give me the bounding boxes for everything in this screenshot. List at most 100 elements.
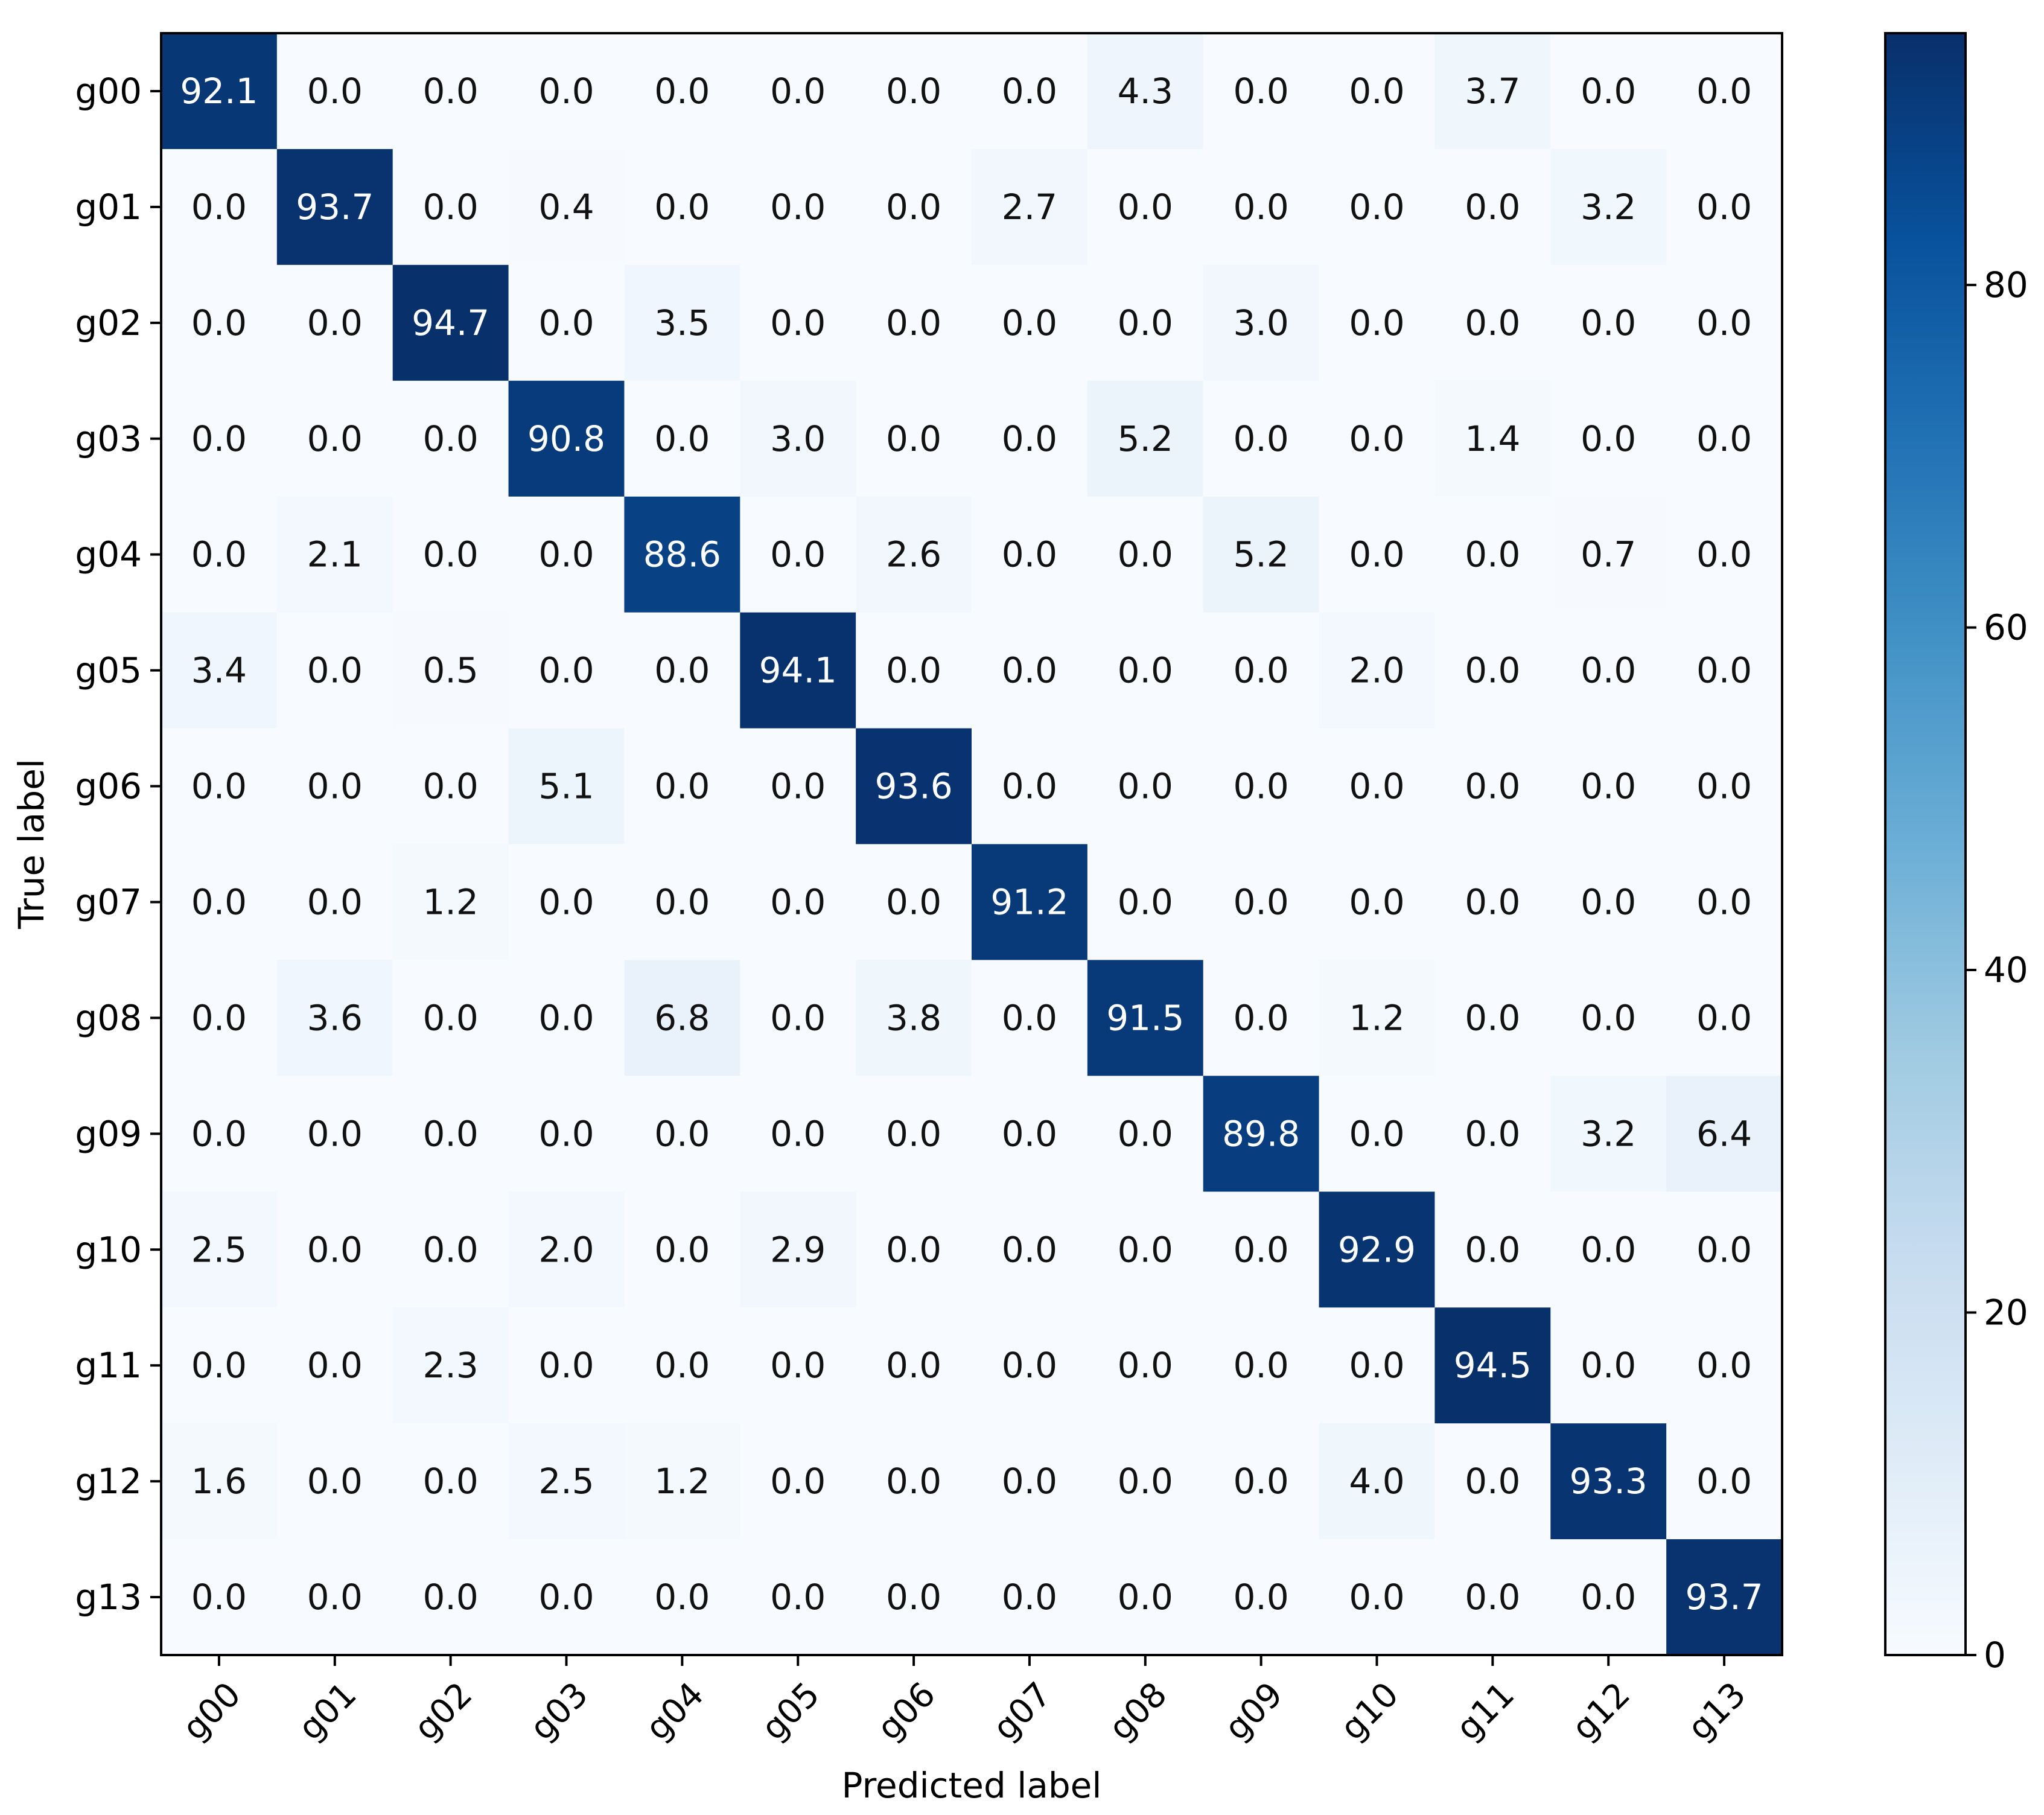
cell-value-label: 89.8 <box>1222 1113 1300 1154</box>
heatmap-cell <box>972 380 1088 497</box>
heatmap-cell <box>1087 1539 1204 1656</box>
cell-value-label: 0.0 <box>1234 1461 1289 1502</box>
cell-value-label: 0.0 <box>191 418 247 459</box>
colorbar-tick-label: 60 <box>1984 607 2028 648</box>
cell-value-label: 0.0 <box>423 766 479 807</box>
heatmap-cell <box>972 612 1088 729</box>
heatmap-cell <box>392 33 509 150</box>
heatmap-cell <box>972 33 1088 150</box>
cell-value-label: 0.0 <box>1696 1345 1752 1386</box>
heatmap-cell <box>1666 1307 1783 1424</box>
heatmap-cell <box>508 1076 625 1192</box>
heatmap-cell <box>1550 728 1667 845</box>
heatmap-cell <box>508 496 625 613</box>
cell-value-label: 0.0 <box>770 1345 826 1386</box>
cell-value-label: 0.0 <box>1234 187 1289 228</box>
heatmap-cell <box>1550 496 1667 613</box>
heatmap-cell <box>856 264 972 381</box>
heatmap-cell <box>972 1423 1088 1540</box>
heatmap-cell <box>276 1076 393 1192</box>
heatmap-cell <box>276 1539 393 1656</box>
heatmap-cell <box>972 264 1088 381</box>
heatmap-cell <box>276 612 393 729</box>
y-tick-label: g10 <box>75 1229 142 1270</box>
x-tick-label: g00 <box>175 1675 248 1748</box>
heatmap-cell <box>1203 1076 1320 1192</box>
cell-value-label: 0.0 <box>1696 71 1752 112</box>
cell-value-label: 1.2 <box>654 1461 710 1502</box>
cell-value-label: 0.0 <box>538 1577 594 1618</box>
heatmap-cell <box>624 1539 740 1656</box>
cell-value-label: 0.0 <box>1349 187 1404 228</box>
heatmap-cell <box>856 1076 972 1192</box>
heatmap-cell <box>1319 1307 1436 1424</box>
cell-value-label: 0.0 <box>654 1113 710 1154</box>
y-tick-label: g09 <box>75 1113 142 1154</box>
heatmap-cell <box>508 148 625 266</box>
heatmap-cell <box>1434 496 1551 613</box>
cell-value-label: 0.0 <box>1581 650 1636 691</box>
cell-value-label: 3.2 <box>1581 187 1636 228</box>
heatmap-cell <box>508 960 625 1076</box>
cell-value-label: 0.0 <box>1581 418 1636 459</box>
cell-value-label: 0.0 <box>1465 1113 1520 1154</box>
heatmap-cell <box>1434 1307 1551 1424</box>
heatmap-cell <box>276 1423 393 1540</box>
cell-value-label: 3.7 <box>1465 71 1520 112</box>
cell-value-label: 0.0 <box>770 534 826 575</box>
heatmap-cell <box>624 264 740 381</box>
cell-value-label: 0.0 <box>191 1113 247 1154</box>
heatmap-cell <box>1550 264 1667 381</box>
y-tick-label: g08 <box>75 997 142 1038</box>
heatmap-cell <box>1203 33 1320 150</box>
cell-value-label: 0.0 <box>1002 997 1057 1038</box>
y-tick-label: g07 <box>75 881 142 922</box>
cell-value-label: 0.0 <box>770 1113 826 1154</box>
cell-value-label: 3.0 <box>1234 302 1289 343</box>
cell-value-label: 0.0 <box>1465 302 1520 343</box>
heatmap-cell <box>1434 380 1551 497</box>
heatmap-cell <box>1087 148 1204 266</box>
cell-value-label: 0.0 <box>1581 1345 1636 1386</box>
cell-value-label: 0.0 <box>654 418 710 459</box>
cell-value-label: 3.8 <box>886 997 941 1038</box>
heatmap-cell <box>624 33 740 150</box>
heatmap-cell <box>1434 1423 1551 1540</box>
heatmap-cell <box>161 844 278 961</box>
y-tick-label: g00 <box>75 71 142 112</box>
y-tick-label: g05 <box>75 650 142 691</box>
cell-value-label: 0.0 <box>654 187 710 228</box>
cell-value-label: 0.0 <box>423 71 479 112</box>
cell-value-label: 3.6 <box>307 997 363 1038</box>
cell-value-label: 0.0 <box>1118 766 1173 807</box>
cell-value-label: 2.5 <box>191 1229 247 1270</box>
cell-value-label: 4.0 <box>1349 1461 1404 1502</box>
cell-value-label: 0.0 <box>538 302 594 343</box>
heatmap-cell <box>508 33 625 150</box>
heatmap-cell <box>1666 844 1783 961</box>
cell-value-label: 0.0 <box>1349 71 1404 112</box>
heatmap-cell <box>508 728 625 845</box>
heatmap-cell <box>624 380 740 497</box>
cell-value-label: 93.3 <box>1570 1461 1648 1502</box>
cell-value-label: 2.1 <box>307 534 363 575</box>
heatmap-cell <box>161 1539 278 1656</box>
heatmap-cell <box>161 264 278 381</box>
cell-value-label: 0.0 <box>1581 881 1636 922</box>
heatmap-cell <box>1087 1076 1204 1192</box>
cell-value-label: 0.0 <box>307 650 363 691</box>
x-tick-label: g03 <box>523 1675 596 1748</box>
heatmap-cell <box>1666 960 1783 1076</box>
y-tick-label: g13 <box>75 1577 142 1618</box>
heatmap-cell <box>1550 960 1667 1076</box>
y-tick-label: g03 <box>75 418 142 459</box>
cell-value-label: 0.0 <box>307 302 363 343</box>
cell-value-label: 3.4 <box>191 650 247 691</box>
heatmap-cell <box>1666 1191 1783 1308</box>
cell-value-label: 0.0 <box>307 71 363 112</box>
heatmap-cell <box>856 380 972 497</box>
cell-value-label: 0.0 <box>423 187 479 228</box>
heatmap-cell <box>624 1191 740 1308</box>
heatmap-cell <box>1319 496 1436 613</box>
heatmap-cell <box>1319 1423 1436 1540</box>
